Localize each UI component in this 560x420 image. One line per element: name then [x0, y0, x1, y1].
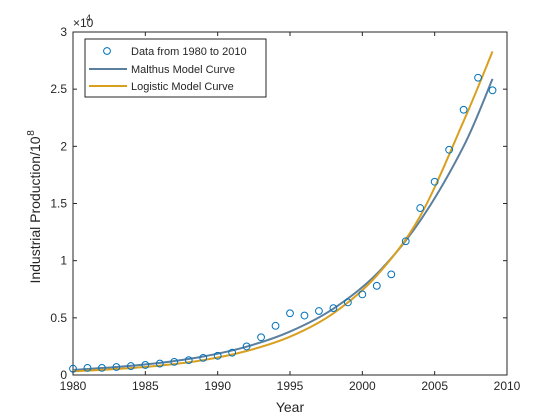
x-tick-label: 1995	[277, 379, 304, 393]
data-point-marker	[271, 321, 280, 330]
y-axis-label-exponent: 8	[26, 130, 37, 136]
y-axis-label: Industrial Production/10	[27, 136, 43, 283]
data-point-marker	[401, 237, 410, 246]
legend-marker-data	[103, 47, 111, 55]
legend-label-malthus: Malthus Model Curve	[131, 64, 235, 76]
logistic-model-curve-line	[72, 51, 494, 373]
x-tick-label: 1980	[60, 379, 87, 393]
x-tick-label: 1990	[204, 379, 231, 393]
legend: Data from 1980 to 2010 Malthus Model Cur…	[84, 38, 267, 98]
y-multiplier-base: ×10	[73, 16, 94, 30]
curves	[72, 51, 494, 373]
y-tick-label: 2	[60, 139, 67, 153]
data-point-marker	[445, 145, 454, 154]
y-axis-label-group: Industrial Production/10 8	[26, 130, 43, 284]
y-axis-ticks: 0 0.5 1 1.5 2 2.5 3	[50, 25, 507, 382]
y-tick-label: 3	[60, 25, 67, 39]
data-point-marker	[155, 359, 164, 368]
data-point-marker	[170, 357, 179, 366]
x-tick-label: 1985	[132, 379, 159, 393]
data-point-marker	[343, 298, 352, 307]
y-tick-label: 0.5	[50, 311, 67, 325]
data-point-marker	[286, 309, 294, 318]
data-point-marker	[372, 281, 381, 290]
y-tick-label: 1.5	[50, 197, 67, 211]
data-point-marker	[199, 353, 208, 362]
y-multiplier-exponent: 4	[86, 13, 91, 23]
data-point-marker	[300, 311, 309, 320]
data-point-marker	[141, 361, 150, 369]
data-markers	[69, 73, 497, 373]
data-point-marker	[126, 362, 135, 370]
data-point-marker	[387, 270, 396, 279]
legend-label-logistic: Logistic Model Curve	[131, 81, 234, 93]
data-point-marker	[488, 86, 497, 95]
data-point-marker	[315, 307, 323, 315]
malthus-model-curve-line	[72, 78, 494, 371]
data-point-marker	[257, 333, 265, 342]
data-point-marker	[358, 290, 367, 299]
data-point-marker	[98, 364, 106, 372]
data-point-marker	[83, 364, 92, 372]
data-point-marker	[112, 363, 121, 371]
data-point-marker	[242, 342, 251, 351]
data-point-marker	[459, 105, 468, 114]
data-point-marker	[416, 204, 425, 212]
y-tick-label: 1	[60, 254, 67, 268]
data-point-marker	[329, 304, 338, 313]
y-tick-label: 2.5	[50, 82, 67, 96]
x-tick-label: 2010	[494, 379, 521, 393]
data-point-marker	[430, 177, 439, 186]
x-tick-label: 2000	[349, 379, 376, 393]
y-tick-label: 0	[60, 368, 67, 382]
data-point-marker	[474, 73, 482, 82]
data-point-marker	[184, 356, 193, 365]
data-point-marker	[228, 348, 237, 357]
x-axis-ticks: 1980 1985 1990 1995 2000 2005 2010	[60, 32, 521, 393]
x-axis-label: Year	[276, 399, 305, 415]
legend-label-data: Data from 1980 to 2010	[131, 46, 247, 58]
data-point-marker	[213, 351, 222, 360]
x-tick-label: 2005	[421, 379, 448, 393]
